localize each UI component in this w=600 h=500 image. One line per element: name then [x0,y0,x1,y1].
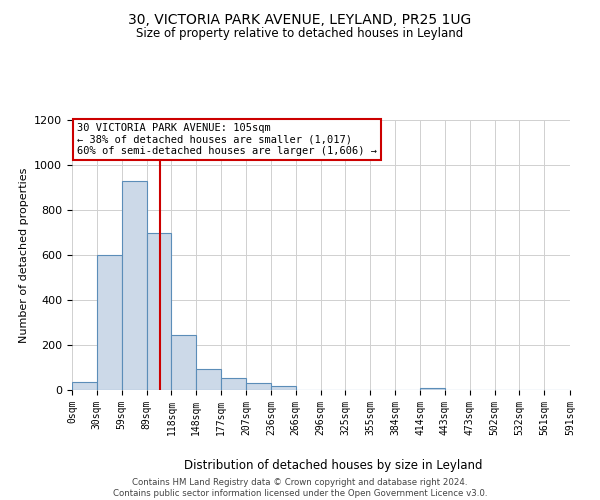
Bar [196,368,221,390]
Bar [420,388,445,390]
Bar [122,180,146,390]
Text: Contains HM Land Registry data © Crown copyright and database right 2024.
Contai: Contains HM Land Registry data © Crown c… [113,478,487,498]
Bar [97,255,122,390]
Bar [221,378,246,390]
Bar [72,382,97,390]
Y-axis label: Number of detached properties: Number of detached properties [19,168,29,342]
Bar [172,335,196,390]
Bar [271,386,296,390]
Text: 30, VICTORIA PARK AVENUE, LEYLAND, PR25 1UG: 30, VICTORIA PARK AVENUE, LEYLAND, PR25 … [128,12,472,26]
Text: 30 VICTORIA PARK AVENUE: 105sqm
← 38% of detached houses are smaller (1,017)
60%: 30 VICTORIA PARK AVENUE: 105sqm ← 38% of… [77,122,377,156]
Text: Distribution of detached houses by size in Leyland: Distribution of detached houses by size … [184,460,482,472]
Text: Size of property relative to detached houses in Leyland: Size of property relative to detached ho… [136,28,464,40]
Bar [146,232,172,390]
Bar [246,383,271,390]
